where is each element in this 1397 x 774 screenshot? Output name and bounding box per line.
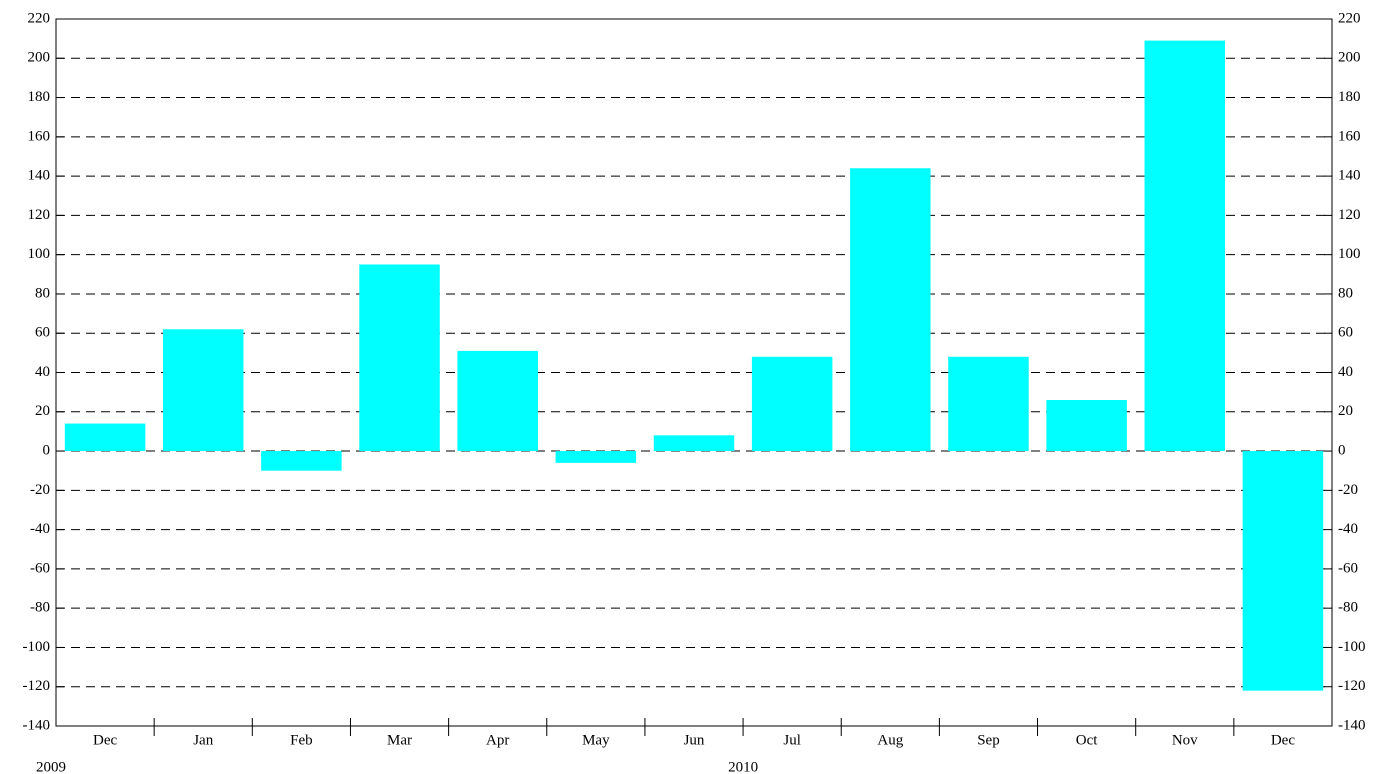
x-tick-label: Jun <box>684 732 705 748</box>
x-tick-label: Aug <box>877 732 903 748</box>
x-tick-label: Dec <box>93 732 117 748</box>
bar <box>653 435 735 452</box>
bar <box>64 423 146 452</box>
x-tick-label: Jan <box>193 732 213 748</box>
bar <box>261 451 342 471</box>
x-tick-label: May <box>582 732 610 748</box>
y2-tick-label: 200 <box>1338 50 1361 66</box>
bar <box>1242 451 1324 691</box>
y-tick-label: 60 <box>35 325 50 341</box>
y2-tick-label: -100 <box>1338 639 1366 655</box>
y2-tick-label: -40 <box>1338 521 1358 537</box>
x-tick-label: Apr <box>486 732 509 748</box>
y-tick-label: 0 <box>43 442 51 458</box>
y-tick-label: 120 <box>28 207 51 223</box>
bar <box>359 264 440 452</box>
y-tick-label: 200 <box>28 50 51 66</box>
bar <box>850 168 931 452</box>
y2-tick-label: 100 <box>1338 246 1361 262</box>
y-tick-label: 100 <box>28 246 51 262</box>
bar <box>162 329 244 452</box>
y-tick-label: 160 <box>28 128 51 144</box>
year-label: 2010 <box>728 759 758 774</box>
y-tick-label: -140 <box>23 717 51 733</box>
bar <box>555 451 637 463</box>
bar <box>948 356 1029 452</box>
y-tick-label: -80 <box>30 600 50 616</box>
y-tick-label: -120 <box>23 678 51 694</box>
x-tick-label: Dec <box>1271 732 1295 748</box>
y-tick-label: -60 <box>30 560 50 576</box>
y-tick-label: -20 <box>30 482 50 498</box>
y2-tick-label: -140 <box>1338 717 1366 733</box>
y2-tick-label: 160 <box>1338 128 1361 144</box>
y2-tick-label: -120 <box>1338 678 1366 694</box>
x-tick-label: Sep <box>977 732 1000 748</box>
bar <box>457 350 538 452</box>
y-tick-label: -40 <box>30 521 50 537</box>
x-tick-label: Oct <box>1076 732 1098 748</box>
plot-frame <box>55 18 1333 727</box>
y-tick-label: 180 <box>28 89 51 105</box>
y-tick-label: -100 <box>23 639 51 655</box>
y-tick-label: 40 <box>35 364 50 380</box>
x-tick-label: Jul <box>783 732 801 748</box>
year-label: 2009 <box>36 759 66 774</box>
y2-tick-label: 80 <box>1338 285 1353 301</box>
y2-tick-label: 0 <box>1338 442 1346 458</box>
y-tick-label: 220 <box>28 10 51 26</box>
y2-tick-label: 180 <box>1338 89 1361 105</box>
y2-tick-label: 40 <box>1338 364 1353 380</box>
y2-tick-label: -20 <box>1338 482 1358 498</box>
y2-tick-label: 220 <box>1338 10 1361 26</box>
y-tick-label: 140 <box>28 168 51 184</box>
y2-tick-label: 140 <box>1338 168 1361 184</box>
y2-tick-label: 120 <box>1338 207 1361 223</box>
x-tick-label: Nov <box>1172 732 1198 748</box>
bar <box>1046 399 1127 452</box>
y2-tick-label: -60 <box>1338 560 1358 576</box>
y2-tick-label: 60 <box>1338 325 1353 341</box>
x-tick-label: Mar <box>387 732 412 748</box>
bar <box>1144 40 1226 452</box>
y-tick-label: 20 <box>35 403 50 419</box>
y-tick-label: 80 <box>35 285 50 301</box>
bar <box>751 356 833 452</box>
y2-tick-label: 20 <box>1338 403 1353 419</box>
x-tick-label: Feb <box>290 732 313 748</box>
y2-tick-label: -80 <box>1338 600 1358 616</box>
